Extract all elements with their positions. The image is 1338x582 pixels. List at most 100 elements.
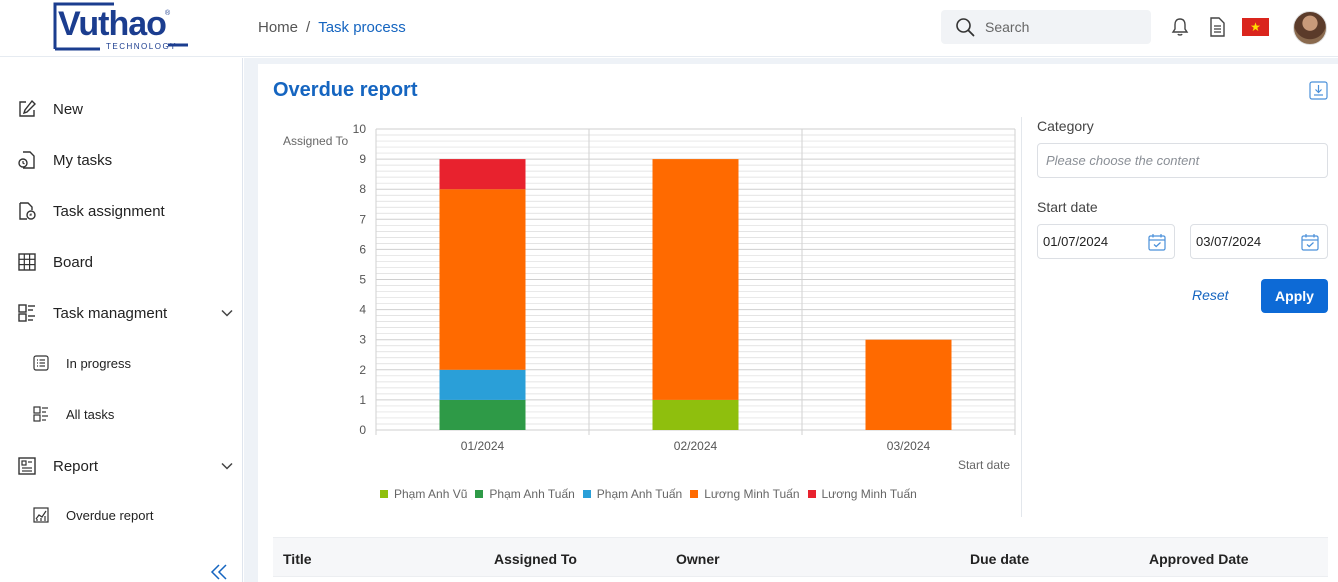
legend-label: Phạm Anh Vũ [394,487,468,501]
from-date-input[interactable] [1043,234,1143,249]
y-tick-label: 6 [359,242,366,256]
sidebar-item-label: Task assignment [53,202,165,220]
category-label: Category [1037,118,1094,134]
start-date-label: Start date [1037,199,1098,215]
legend-label: Lương Minh Tuấn [704,487,800,501]
column-header-approved-date[interactable]: Approved Date [1149,551,1249,567]
sidebar-item-all-tasks[interactable]: All tasks [0,394,243,434]
list-icon [33,355,49,371]
sidebar-item-label: Report [53,457,99,475]
to-date-field[interactable] [1190,224,1328,259]
legend-item[interactable]: Lương Minh Tuấn [807,487,917,501]
chart-x-axis-label: Start date [958,458,1010,472]
sidebar-item-label: New [53,100,84,118]
logo-registered-mark: ® [165,10,171,17]
table-header: Title Assigned To Owner Due date Approve… [273,537,1328,577]
logo[interactable]: Vuthao ® TECHNOLOGY [52,1,192,53]
legend-item[interactable]: Phạm Anh Tuấn [475,487,575,501]
sidebar-item-task-managment[interactable]: Task managment [0,293,243,333]
x-tick-label: 01/2024 [461,439,505,453]
sidebar-item-label: All tasks [66,406,115,422]
category-input[interactable] [1037,143,1328,178]
x-tick-label: 02/2024 [674,439,718,453]
breadcrumb: Home / Task process [258,19,406,36]
calendar-icon[interactable] [1301,233,1319,251]
task-management-icon [18,304,35,322]
y-tick-label: 0 [359,423,366,437]
sidebar-item-label: In progress [66,355,132,371]
logo-subtitle: TECHNOLOGY [106,42,178,51]
y-tick-label: 3 [359,333,366,347]
legend-item[interactable]: Phạm Anh Tuấn [582,487,683,501]
legend-swatch [475,490,484,498]
sidebar-item-overdue-report[interactable]: Overdue report [0,495,243,535]
y-tick-label: 1 [359,393,366,407]
column-header-owner[interactable]: Owner [676,551,720,567]
all-tasks-icon [33,406,48,422]
breadcrumb-separator: / [306,19,311,36]
to-date-input[interactable] [1196,234,1296,249]
legend-swatch [807,490,816,498]
bar-segment [652,159,739,400]
sidebar-item-board[interactable]: Board [0,242,243,282]
legend-item[interactable]: Phạm Anh Vũ [380,487,467,501]
chart-bars [439,159,952,430]
column-header-title[interactable]: Title [283,551,312,567]
notification-bell-icon[interactable] [1168,15,1192,39]
legend-swatch [380,490,388,498]
chart-y-axis-label: Assigned To [283,134,348,148]
document-icon[interactable] [1205,15,1229,39]
search-box[interactable] [941,10,1151,44]
calendar-icon[interactable] [1148,233,1166,251]
logo-wordmark: Vuthao [58,5,167,43]
header: Vuthao ® TECHNOLOGY Home / Task process [0,0,1338,57]
y-tick-label: 10 [353,122,367,136]
search-input[interactable] [985,19,1135,35]
bar-segment [439,159,526,190]
bar-segment [439,399,526,430]
legend-swatch [582,490,591,498]
y-tick-label: 9 [359,152,366,166]
edit-icon [19,99,36,117]
chevron-down-icon[interactable] [220,306,234,320]
avatar[interactable] [1293,11,1327,45]
reset-button[interactable]: Reset [1192,287,1229,303]
apply-button[interactable]: Apply [1261,279,1328,313]
search-icon [956,18,975,37]
logo-frame [53,2,188,51]
legend-label: Phạm Anh Tuấn [489,487,575,501]
sidebar: New My tasks Task assignment [0,58,243,582]
sidebar-item-report[interactable]: Report [0,446,243,486]
y-tick-label: 2 [359,363,366,377]
download-icon[interactable] [1309,81,1328,100]
legend-label: Phạm Anh Tuấn [596,487,683,501]
vietnam-flag-icon[interactable]: ★ [1242,18,1269,36]
sidebar-item-task-assignment[interactable]: Task assignment [0,191,243,231]
sidebar-item-in-progress[interactable]: In progress [0,343,243,383]
bar-segment [865,339,952,430]
chart-legend: Phạm Anh Vũ Phạm Anh Tuấn Phạm Anh Tuấn Lươ… [380,487,917,501]
chevron-down-icon[interactable] [220,459,234,473]
sidebar-item-my-tasks[interactable]: My tasks [0,140,243,180]
from-date-field[interactable] [1037,224,1175,259]
breadcrumb-current[interactable]: Task process [318,19,406,36]
column-header-assigned-to[interactable]: Assigned To [494,551,577,567]
chart-y-ticks: 0 1 2 3 4 5 6 7 8 9 10 [353,122,367,437]
sidebar-item-label: Task managment [53,304,168,322]
y-tick-label: 5 [359,273,366,287]
sidebar-item-label: Overdue report [66,507,154,523]
overdue-chart: 0 1 2 3 4 5 6 7 8 9 10 01/2024 02/2024 03/2024 Assig… [283,122,1016,472]
breadcrumb-home[interactable]: Home [258,19,299,36]
page-title: Overdue report [273,79,418,101]
sidebar-item-new[interactable]: New [0,89,243,129]
my-tasks-icon [18,151,35,169]
legend-item[interactable]: Lương Minh Tuấn [690,487,800,501]
task-assignment-icon [19,202,36,220]
collapse-sidebar-icon[interactable] [209,562,229,582]
sidebar-item-label: Board [53,253,94,271]
chart-report-icon [33,507,49,523]
y-tick-label: 7 [359,212,366,226]
bar-segment [652,399,739,430]
column-header-due-date[interactable]: Due date [970,551,1030,567]
